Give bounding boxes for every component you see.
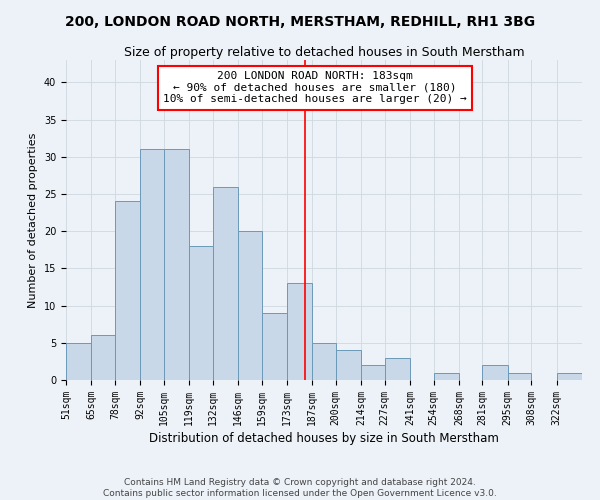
Bar — [115, 202, 140, 380]
Bar — [361, 365, 385, 380]
Bar — [91, 336, 115, 380]
Bar — [434, 372, 459, 380]
Bar — [164, 150, 189, 380]
Bar — [189, 246, 212, 380]
Y-axis label: Number of detached properties: Number of detached properties — [28, 132, 38, 308]
Bar — [482, 365, 508, 380]
Text: 200, LONDON ROAD NORTH, MERSTHAM, REDHILL, RH1 3BG: 200, LONDON ROAD NORTH, MERSTHAM, REDHIL… — [65, 15, 535, 29]
Bar — [312, 343, 336, 380]
Bar — [287, 284, 312, 380]
X-axis label: Distribution of detached houses by size in South Merstham: Distribution of detached houses by size … — [149, 432, 499, 445]
Text: 200 LONDON ROAD NORTH: 183sqm
← 90% of detached houses are smaller (180)
10% of : 200 LONDON ROAD NORTH: 183sqm ← 90% of d… — [163, 71, 467, 104]
Bar — [508, 372, 532, 380]
Bar — [212, 186, 238, 380]
Title: Size of property relative to detached houses in South Merstham: Size of property relative to detached ho… — [124, 46, 524, 59]
Bar — [140, 150, 164, 380]
Bar — [385, 358, 410, 380]
Text: Contains HM Land Registry data © Crown copyright and database right 2024.
Contai: Contains HM Land Registry data © Crown c… — [103, 478, 497, 498]
Bar — [336, 350, 361, 380]
Bar — [238, 231, 262, 380]
Bar — [66, 343, 91, 380]
Bar — [262, 313, 287, 380]
Bar — [557, 372, 582, 380]
